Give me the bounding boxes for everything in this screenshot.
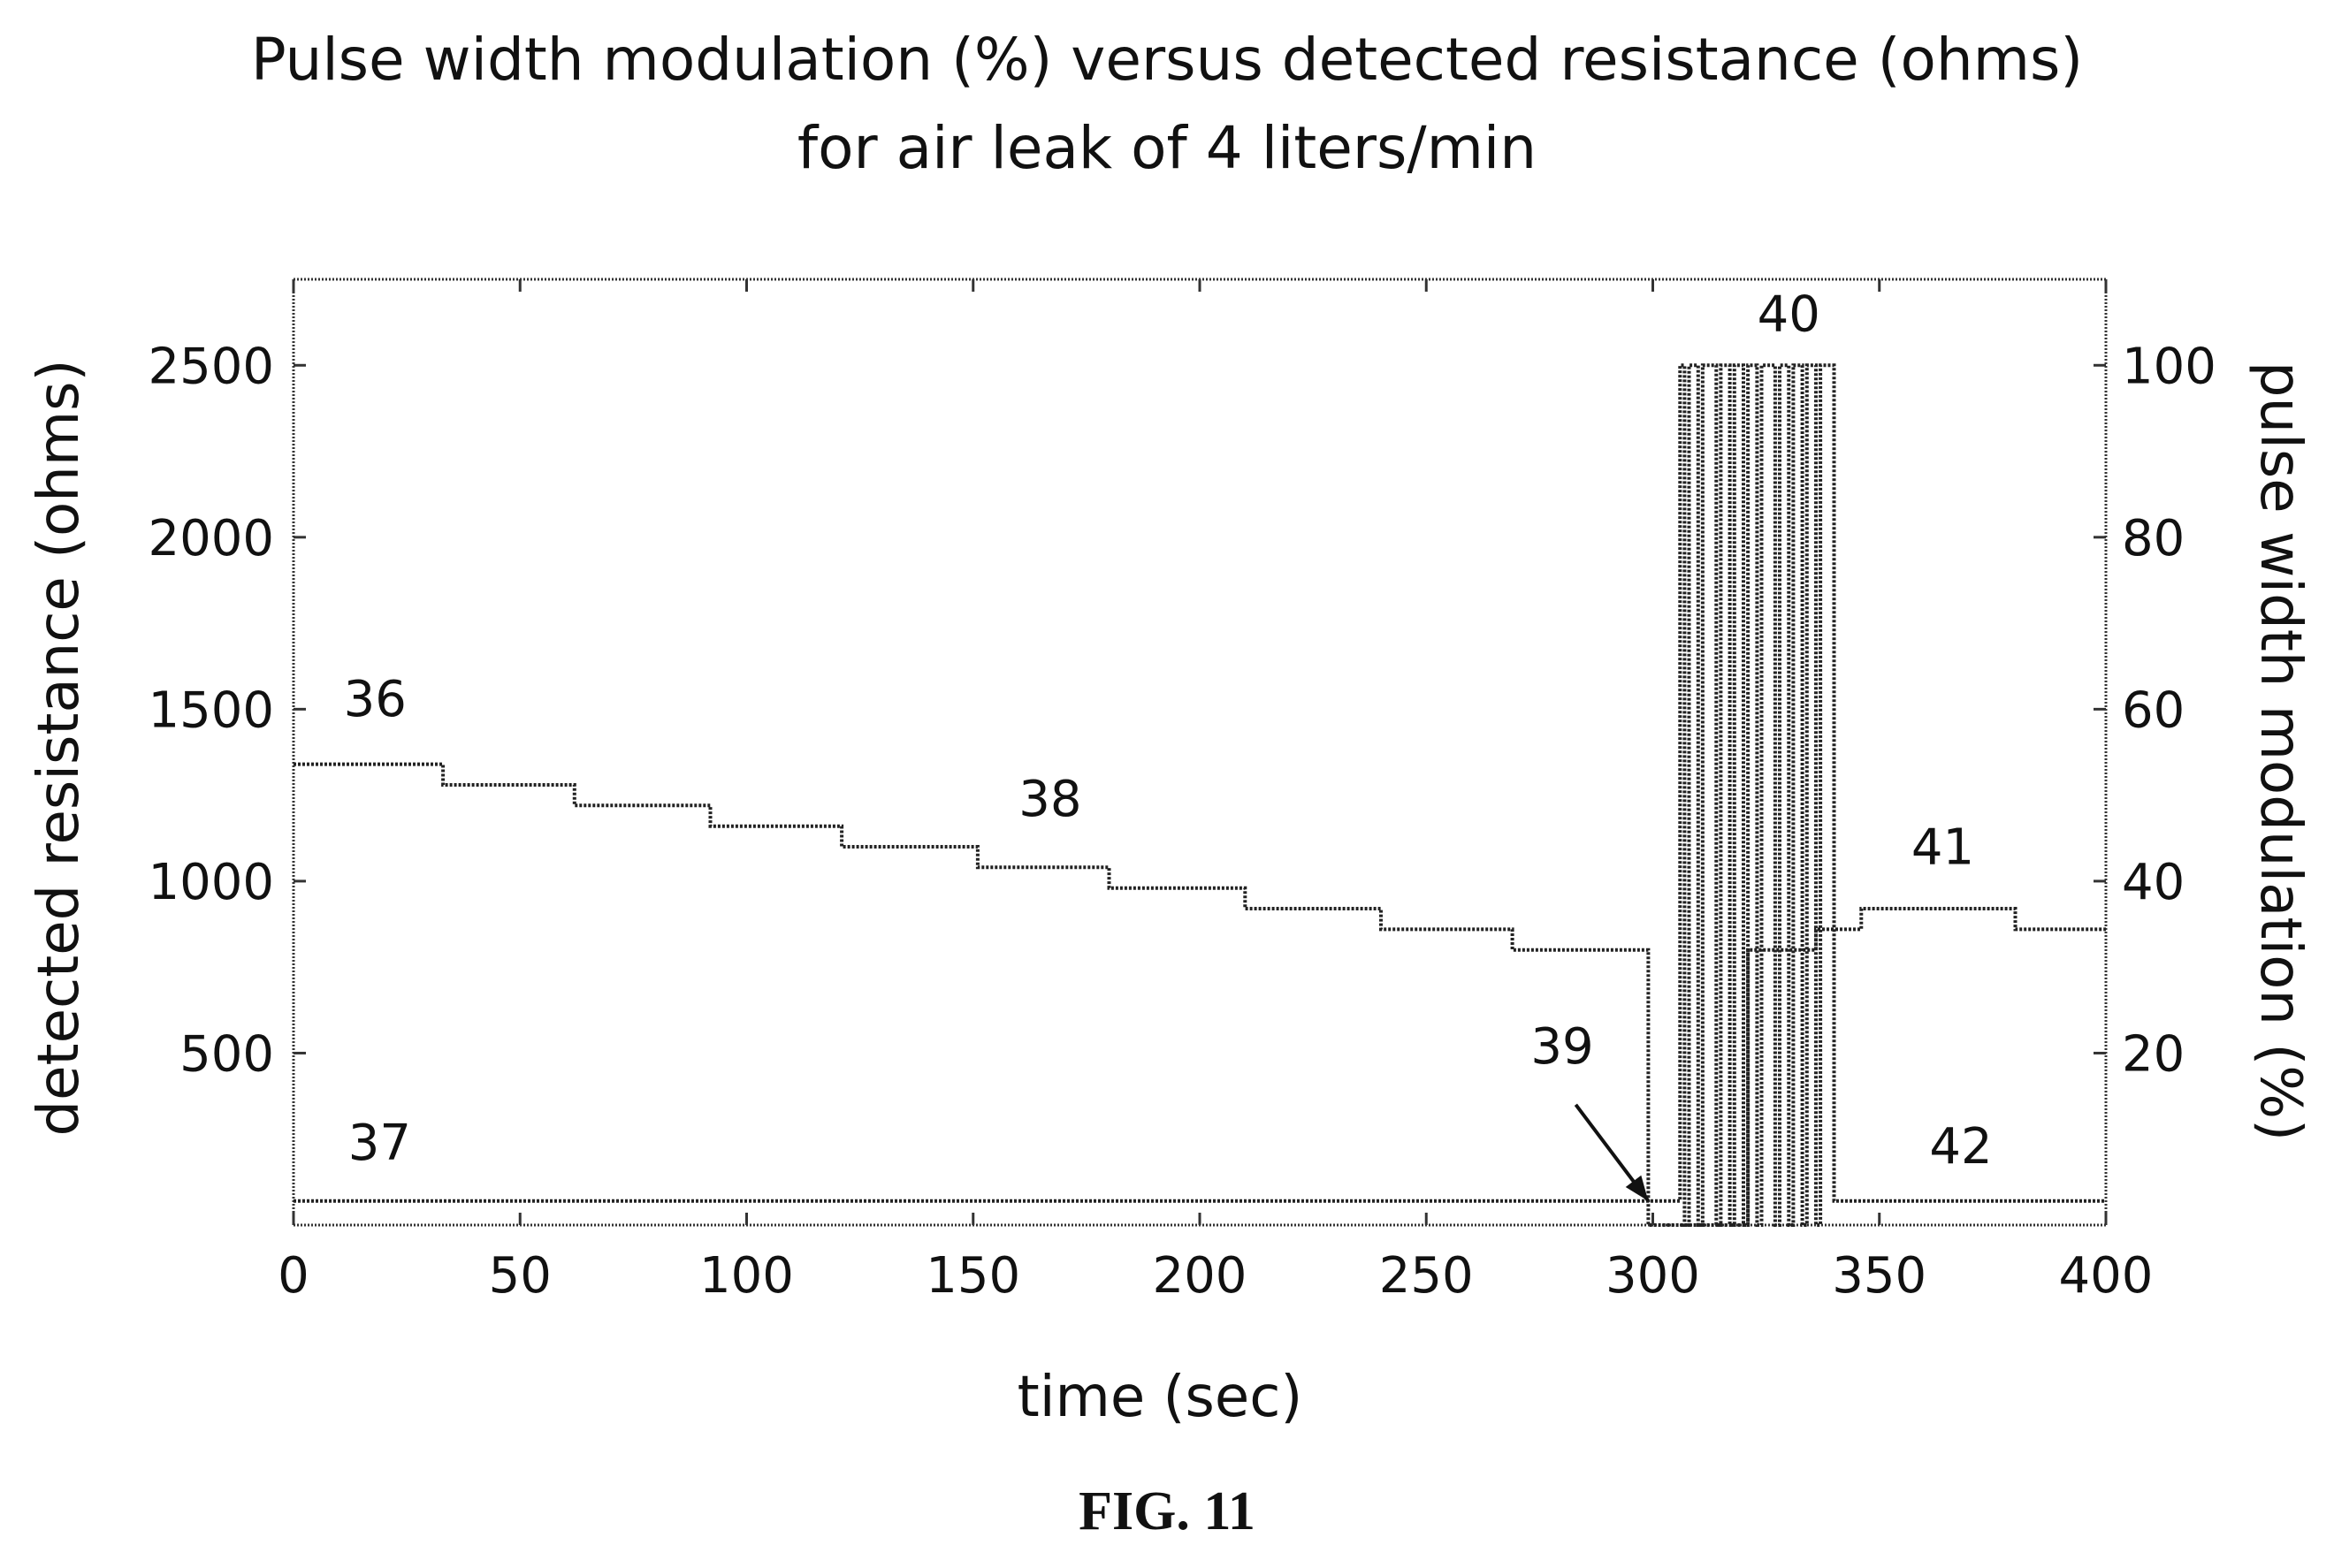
annotation-label-42: 42 [1929, 1118, 1992, 1176]
annotation-label-36: 36 [344, 671, 407, 728]
chart-title-line-2: for air leak of 4 liters/min [797, 114, 1537, 182]
y-right-tick-label: 40 [2122, 854, 2185, 911]
y-right-tick-label: 60 [2122, 681, 2185, 739]
y-right-tick-label: 80 [2122, 510, 2185, 567]
resistance-series-line [294, 762, 2106, 1227]
x-tick-label: 100 [699, 1247, 794, 1305]
y-right-tick-label: 100 [2122, 338, 2216, 395]
y-right-axis-label: pulse width modulation (%) [2247, 362, 2313, 1141]
y-left-axis-label: detected resistance (ohms) [27, 360, 92, 1137]
figure-label: FIG. 11 [1079, 1481, 1255, 1541]
resistance-trace [294, 762, 2106, 1227]
tick-marks [292, 279, 2108, 1225]
annotation-label-37: 37 [348, 1115, 411, 1172]
x-tick-label: 250 [1379, 1247, 1474, 1305]
annotations: 36 38 40 41 37 39 42 [344, 285, 1993, 1202]
chart-title-line-1: Pulse width modulation (%) versus detect… [251, 26, 2083, 94]
y-left-tick-label: 500 [179, 1025, 274, 1083]
x-tick-label: 0 [278, 1247, 309, 1305]
plot-area: 36 38 40 41 37 39 42 [292, 278, 2108, 1227]
y-left-tick-label: 2500 [148, 338, 274, 395]
x-tick-label: 400 [2059, 1247, 2154, 1305]
y-left-tick-label: 1000 [148, 854, 274, 911]
y-right-tick-labels: 20 40 60 80 100 [2122, 338, 2216, 1083]
x-tick-label: 350 [1832, 1247, 1926, 1305]
y-left-tick-labels: 500 1000 1500 2000 2500 [148, 338, 274, 1083]
y-left-tick-label: 1500 [148, 681, 274, 739]
x-tick-label: 300 [1606, 1247, 1700, 1305]
pwm-trace [294, 363, 2106, 1227]
y-left-tick-label: 2000 [148, 510, 274, 567]
x-axis-label: time (sec) [1018, 1365, 1303, 1430]
x-tick-label: 150 [926, 1247, 1020, 1305]
annotation-label-38: 38 [1018, 771, 1081, 828]
y-right-tick-label: 20 [2122, 1025, 2185, 1083]
x-tick-label: 200 [1153, 1247, 1247, 1305]
annotation-label-40: 40 [1758, 285, 1820, 343]
x-tick-labels: 0 50 100 150 200 250 300 350 400 [278, 1247, 2153, 1305]
x-tick-label: 50 [489, 1247, 552, 1305]
pwm-series-line [294, 363, 2106, 1227]
annotation-arrowhead [1625, 1175, 1649, 1201]
annotation-label-41: 41 [1911, 818, 1974, 876]
annotation-label-39: 39 [1530, 1018, 1593, 1076]
